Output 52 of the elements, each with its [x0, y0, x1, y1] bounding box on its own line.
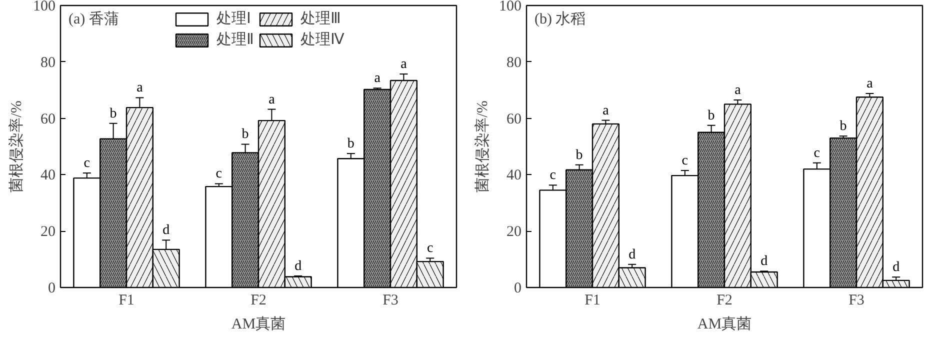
y-tick-label: 0 [48, 280, 56, 296]
x-axis-title: AM真菌 [697, 316, 752, 332]
data-label: d [628, 247, 636, 262]
data-label: a [268, 92, 276, 108]
data-label: c [216, 166, 222, 182]
data-label: d [162, 223, 170, 238]
legend-label: 处理Ⅳ [300, 30, 344, 49]
chart-title: (b) 水稻 [534, 10, 586, 28]
y-tick-label: 100 [33, 0, 56, 14]
y-tick-label: 20 [40, 224, 56, 240]
data-label: d [892, 260, 900, 276]
legend-label: 处理Ⅰ [216, 10, 250, 28]
data-label: c [550, 168, 556, 184]
data-label: c [682, 153, 688, 168]
data-label: b [708, 108, 715, 124]
x-tick-label: F1 [584, 292, 600, 308]
data-label: b [840, 119, 847, 134]
data-label: c [426, 241, 434, 256]
data-label: b [576, 148, 583, 163]
y-tick-label: 60 [40, 111, 56, 128]
data-label: a [866, 76, 874, 92]
x-axis-title: AM真菌 [231, 316, 286, 332]
data-label: b [110, 106, 117, 122]
data-label: c [814, 146, 820, 161]
data-label: b [242, 127, 249, 142]
legend-label: 处理Ⅲ [300, 10, 340, 28]
x-tick-label: F2 [716, 292, 732, 308]
y-axis-title: 菌根侵染率/% [474, 100, 491, 192]
data-label: c [84, 156, 90, 172]
x-tick-label: F2 [250, 292, 266, 308]
data-label: a [734, 82, 742, 98]
x-tick-label: F3 [848, 292, 864, 308]
y-tick-label: 80 [506, 54, 522, 71]
data-label: d [294, 258, 302, 274]
y-tick-label: 40 [506, 168, 522, 184]
y-tick-label: 60 [506, 111, 522, 128]
y-tick-label: 0 [514, 280, 522, 296]
data-label: a [374, 71, 382, 86]
legend-label: 处理Ⅱ [216, 30, 254, 49]
y-tick-label: 20 [506, 224, 522, 240]
y-axis-title: 菌根侵染率/% [8, 100, 25, 192]
chart-title: (a) 香蒲 [68, 10, 119, 28]
y-tick-label: 40 [40, 168, 56, 184]
data-label: a [602, 103, 610, 118]
data-label: b [347, 136, 354, 152]
data-label: d [760, 254, 768, 270]
data-label: a [136, 80, 144, 96]
data-label: a [400, 57, 408, 72]
x-tick-label: F1 [118, 292, 134, 308]
y-tick-label: 100 [499, 0, 522, 14]
y-tick-label: 80 [40, 54, 56, 71]
x-tick-label: F3 [382, 292, 398, 308]
